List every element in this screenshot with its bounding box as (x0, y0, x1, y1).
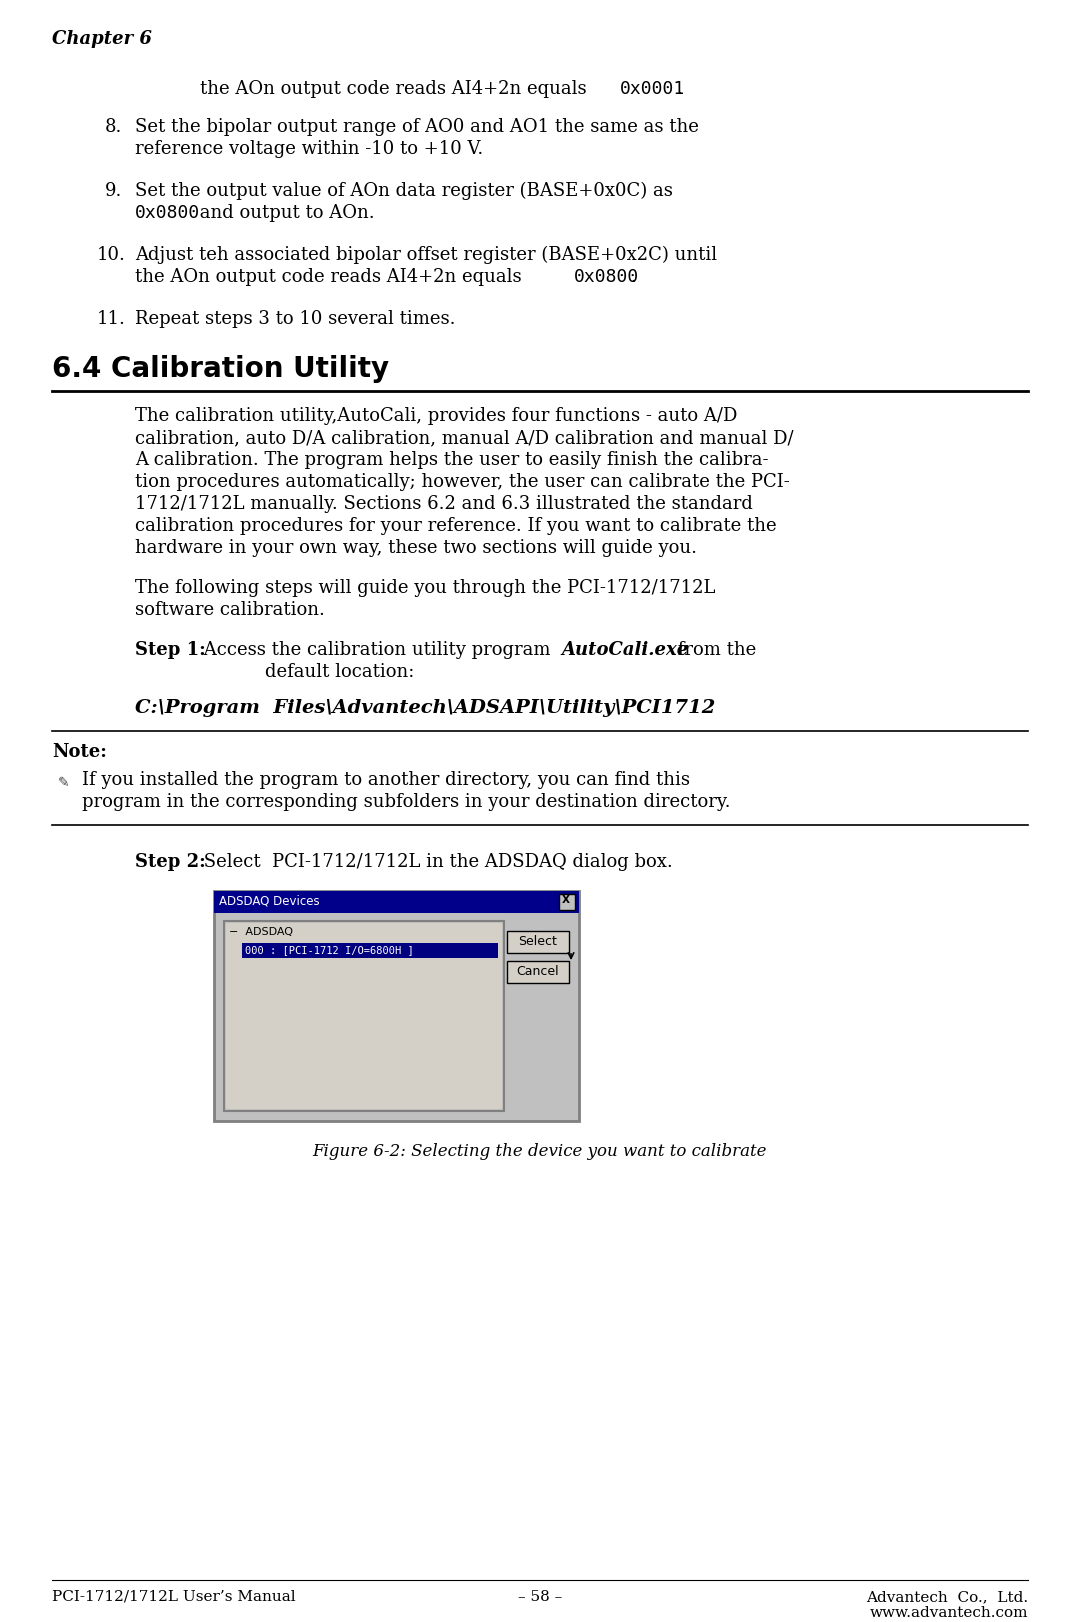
Text: PCI-1712/1712L User’s Manual: PCI-1712/1712L User’s Manual (52, 1590, 296, 1604)
Text: ADSDAQ Devices: ADSDAQ Devices (219, 894, 320, 907)
Text: If you installed the program to another directory, you can find this: If you installed the program to another … (82, 770, 690, 788)
Text: 000 : [PCI-1712 I/O=6800H ]: 000 : [PCI-1712 I/O=6800H ] (245, 946, 414, 955)
Bar (559, 894, 575, 910)
Text: ✎: ✎ (58, 775, 69, 790)
Text: Repeat steps 3 to 10 several times.: Repeat steps 3 to 10 several times. (135, 310, 456, 328)
Bar (214, 890, 579, 913)
Text: software calibration.: software calibration. (135, 602, 325, 620)
Text: C:\Program  Files\Advantech\ADSAPI\Utility\PCI1712: C:\Program Files\Advantech\ADSAPI\Utilit… (135, 699, 715, 717)
Text: 0x0001: 0x0001 (620, 79, 685, 97)
Text: default location:: default location: (265, 663, 415, 681)
Text: Figure 6-2: Selecting the device you want to calibrate: Figure 6-2: Selecting the device you wan… (313, 1144, 767, 1160)
Text: Step 2:: Step 2: (135, 853, 206, 871)
Text: Select: Select (518, 934, 557, 947)
Text: Cancel: Cancel (516, 965, 559, 978)
Bar (226, 923, 502, 1109)
Text: 10.: 10. (97, 247, 126, 264)
Text: Select  PCI-1712/1712L in the ADSDAQ dialog box.: Select PCI-1712/1712L in the ADSDAQ dial… (198, 853, 673, 871)
Text: program in the corresponding subfolders in your destination directory.: program in the corresponding subfolders … (82, 793, 730, 811)
Text: The calibration utility,AutoCali, provides four functions - auto A/D: The calibration utility,AutoCali, provid… (135, 407, 738, 425)
Text: 6.4 Calibration Utility: 6.4 Calibration Utility (52, 355, 389, 383)
Text: AutoCali.exe: AutoCali.exe (561, 641, 688, 659)
Bar (224, 921, 504, 1111)
Text: .: . (676, 79, 681, 97)
Text: Chapter 6: Chapter 6 (52, 29, 152, 49)
Text: Set the bipolar output range of AO0 and AO1 the same as the: Set the bipolar output range of AO0 and … (135, 118, 699, 136)
Text: 9.: 9. (105, 182, 122, 200)
Text: 11.: 11. (97, 310, 126, 328)
Text: 0x0800: 0x0800 (573, 268, 639, 285)
Text: calibration, auto D/A calibration, manual A/D calibration and manual D/: calibration, auto D/A calibration, manua… (135, 428, 794, 448)
Text: A calibration. The program helps the user to easily finish the calibra-: A calibration. The program helps the use… (135, 451, 769, 469)
Text: calibration procedures for your reference. If you want to calibrate the: calibration procedures for your referenc… (135, 517, 777, 535)
Bar (507, 931, 569, 954)
Text: 0x0800: 0x0800 (135, 204, 200, 222)
Text: from the: from the (672, 641, 756, 659)
Text: .: . (630, 268, 636, 285)
Text: 1712/1712L manually. Sections 6.2 and 6.3 illustrated the standard: 1712/1712L manually. Sections 6.2 and 6.… (135, 495, 753, 513)
Text: and output to AOn.: and output to AOn. (194, 204, 375, 222)
Text: the AOn output code reads AI4+2n equals: the AOn output code reads AI4+2n equals (135, 268, 527, 285)
Text: The following steps will guide you through the PCI-1712/1712L: The following steps will guide you throu… (135, 579, 715, 597)
Text: 8.: 8. (105, 118, 122, 136)
Text: hardware in your own way, these two sections will guide you.: hardware in your own way, these two sect… (135, 539, 697, 556)
Text: −  ADSDAQ: − ADSDAQ (229, 928, 293, 938)
Text: Step 1:: Step 1: (135, 641, 206, 659)
Text: the AOn output code reads AI4+2n equals: the AOn output code reads AI4+2n equals (200, 79, 592, 97)
Text: – 58 –: – 58 – (518, 1590, 562, 1604)
Text: Set the output value of AOn data register (BASE+0x0C) as: Set the output value of AOn data registe… (135, 182, 673, 200)
Text: Note:: Note: (52, 743, 107, 761)
Text: Adjust teh associated bipolar offset register (BASE+0x2C) until: Adjust teh associated bipolar offset reg… (135, 247, 717, 264)
Bar (507, 960, 569, 983)
Text: Advantech  Co.,  Ltd.: Advantech Co., Ltd. (866, 1590, 1028, 1604)
Text: reference voltage within -10 to +10 V.: reference voltage within -10 to +10 V. (135, 139, 483, 157)
Text: www.advantech.com: www.advantech.com (869, 1606, 1028, 1620)
Bar (214, 890, 579, 1121)
Text: tion procedures automatically; however, the user can calibrate the PCI-: tion procedures automatically; however, … (135, 474, 789, 491)
Text: X: X (562, 895, 570, 905)
Bar (242, 942, 498, 959)
Text: Access the calibration utility program: Access the calibration utility program (198, 641, 556, 659)
